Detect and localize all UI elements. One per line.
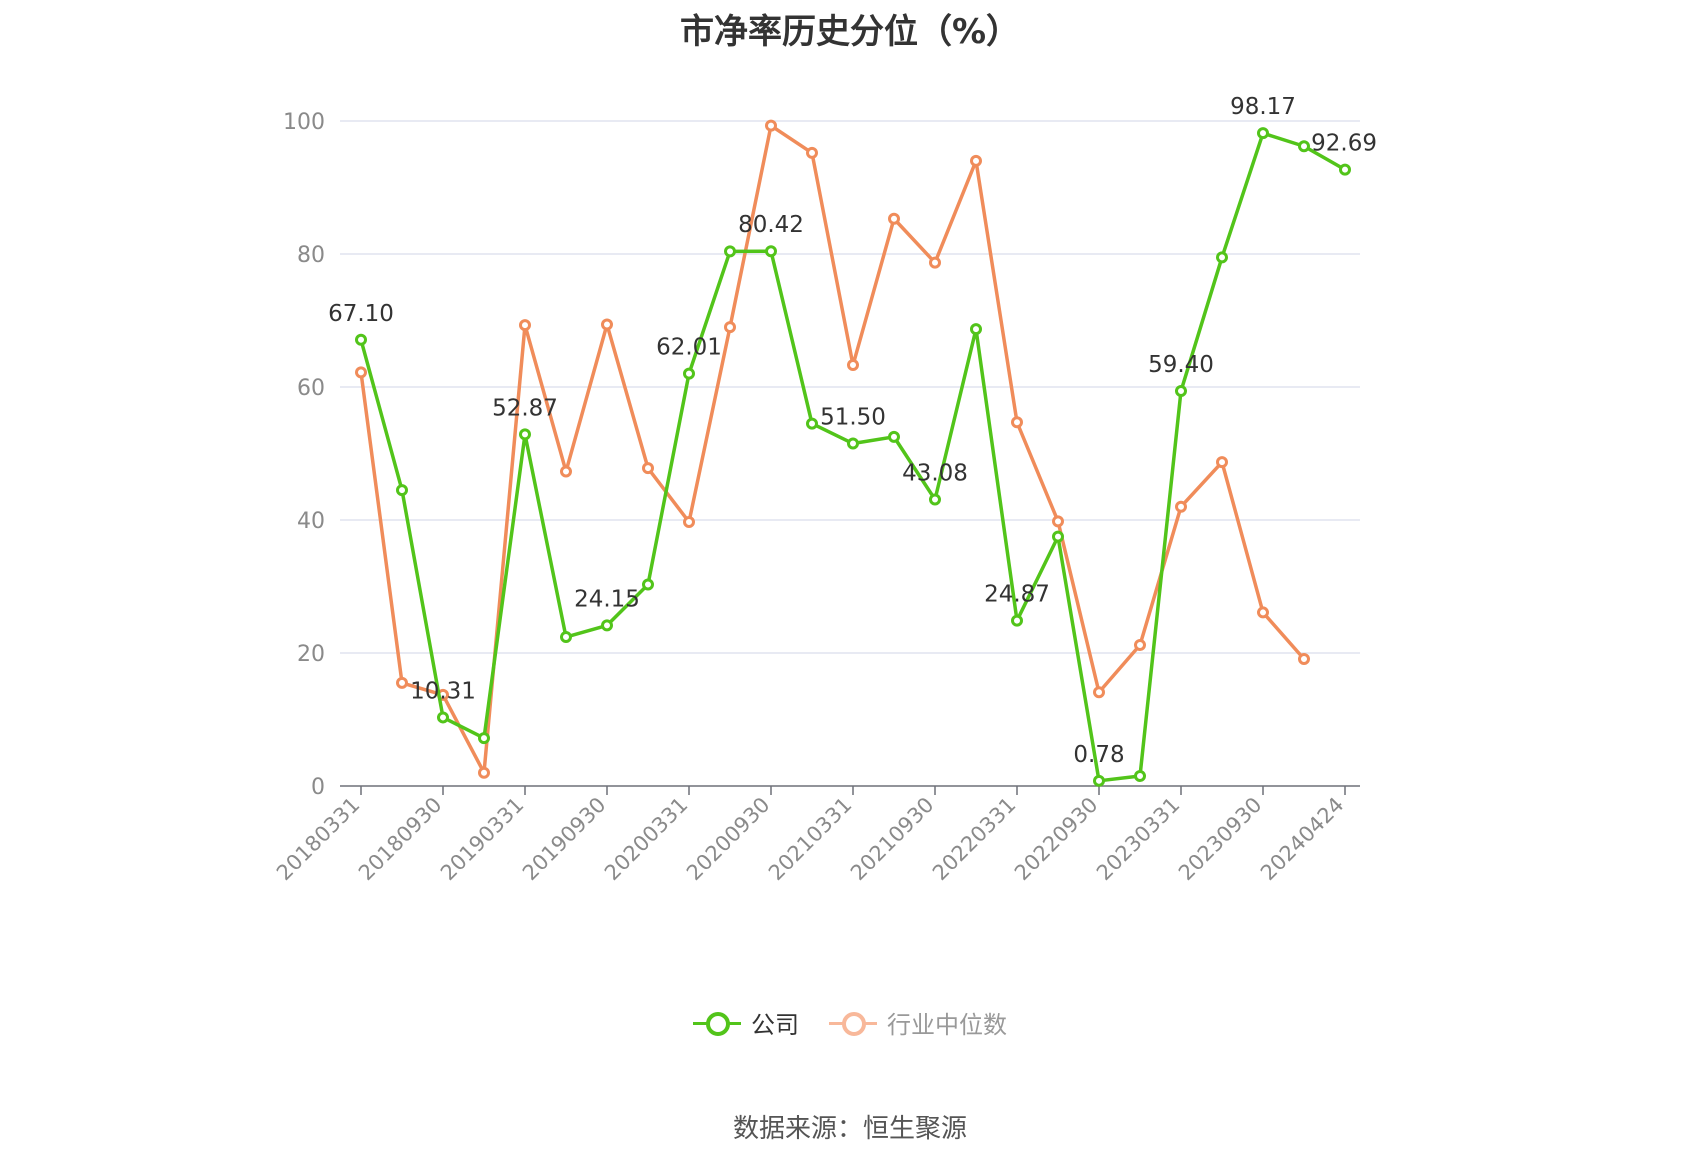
data-point-company-20200930 <box>765 245 777 258</box>
legend-item-industry[interactable]: 行业中位数 <box>829 1005 1007 1040</box>
x-tick-label-20190930: 20190930 <box>518 793 611 886</box>
series-line-company <box>359 131 1346 783</box>
y-tick-label-80: 80 <box>297 243 325 268</box>
data-point-company-20210630 <box>888 430 900 443</box>
data-point-company-20230930 <box>1257 127 1269 140</box>
x-tick-label-20200930: 20200930 <box>682 793 775 886</box>
legend-swatch-industry <box>829 1011 877 1036</box>
x-tick-label-20240424: 20240424 <box>1256 793 1349 886</box>
data-point-industry-20180630 <box>396 676 408 689</box>
data-point-industry-20200930 <box>765 119 777 132</box>
data-label-company-20240424: 92.69 <box>1311 131 1377 157</box>
data-point-industry-20230930 <box>1257 606 1269 619</box>
source-note: 数据来源：恒生聚源 <box>732 1114 967 1144</box>
data-point-company-20240424 <box>1339 163 1351 176</box>
data-point-industry-20190331 <box>519 319 531 332</box>
data-label-company-20230331: 59.40 <box>1148 352 1214 378</box>
legend-swatch-company <box>693 1011 741 1036</box>
data-point-industry-20210930 <box>929 256 941 269</box>
data-point-company-20230630 <box>1216 251 1228 264</box>
x-tick-label-20220331: 20220331 <box>928 793 1021 886</box>
series <box>355 119 1351 787</box>
data-label-company-20180331: 67.10 <box>328 301 394 327</box>
data-label-company-20220930: 0.78 <box>1073 742 1124 768</box>
series-line-industry <box>359 123 1306 775</box>
x-tick-label-20200331: 20200331 <box>600 793 693 886</box>
data-point-company-20190630 <box>560 631 572 644</box>
y-tick-label-100: 100 <box>283 110 325 135</box>
data-point-company-20200331 <box>683 367 695 380</box>
data-point-company-20190930 <box>601 619 613 632</box>
y-tick-label-20: 20 <box>297 642 325 667</box>
data-point-industry-20231231 <box>1298 652 1310 665</box>
data-point-company-20210930 <box>929 493 941 506</box>
data-point-company-20180630 <box>396 484 408 497</box>
grid-lines <box>340 120 1360 654</box>
legend: 公司 行业中位数 <box>0 1005 1700 1040</box>
data-point-industry-20210331 <box>847 359 859 372</box>
data-point-company-20201231 <box>806 417 818 430</box>
data-point-company-20221231 <box>1134 770 1146 783</box>
x-tick-label-20180331: 20180331 <box>272 793 365 886</box>
data-point-industry-20230630 <box>1216 456 1228 469</box>
legend-label-industry: 行业中位数 <box>887 1011 1007 1039</box>
data-point-company-20220930 <box>1093 774 1105 787</box>
x-tick-label-20210331: 20210331 <box>764 793 857 886</box>
data-label-company-20210331: 51.50 <box>820 405 886 431</box>
data-point-company-20180331 <box>355 333 367 346</box>
data-point-industry-20200331 <box>683 515 695 528</box>
data-point-company-20210331 <box>847 437 859 450</box>
data-point-industry-20190930 <box>601 318 613 331</box>
legend-item-company[interactable]: 公司 <box>693 1005 799 1040</box>
x-tick-label-20190331: 20190331 <box>436 793 529 886</box>
x-tick-label-20220930: 20220930 <box>1010 793 1103 886</box>
data-point-company-20211231 <box>970 323 982 336</box>
data-point-company-20190331 <box>519 428 531 441</box>
legend-label-company: 公司 <box>751 1011 799 1039</box>
data-label-company-20200331: 62.01 <box>656 335 722 361</box>
data-point-company-20181231 <box>478 732 490 745</box>
data-point-industry-20181231 <box>478 766 490 779</box>
data-labels: 67.10 10.31 52.87 24.15 62.01 80.42 51.50 43.08… <box>328 94 1377 768</box>
data-label-company-20180930: 10.31 <box>410 678 476 704</box>
data-label-company-20200930: 80.42 <box>738 212 804 238</box>
data-point-industry-20191231 <box>642 462 654 475</box>
data-point-industry-20211231 <box>970 154 982 167</box>
data-point-industry-20220630 <box>1052 515 1064 528</box>
data-point-company-20231231 <box>1298 140 1310 153</box>
data-point-company-20180930 <box>437 711 449 724</box>
data-label-company-20190930: 24.15 <box>574 586 640 612</box>
series-industry <box>355 119 1310 779</box>
data-point-industry-20220331 <box>1011 416 1023 429</box>
x-tick-label-20210930: 20210930 <box>846 793 939 886</box>
data-point-industry-20221231 <box>1134 639 1146 652</box>
y-tick-label-40: 40 <box>297 509 325 534</box>
data-point-industry-20210630 <box>888 212 900 225</box>
data-point-company-20220630 <box>1052 530 1064 543</box>
data-point-industry-20201231 <box>806 146 818 159</box>
data-point-company-20200630 <box>724 245 736 258</box>
line-chart: 0 20 40 60 80 100 2018033120180930201903312019… <box>272 94 1377 885</box>
data-label-company-20220331: 24.87 <box>984 582 1050 608</box>
x-tick-label-20180930: 20180930 <box>354 793 447 886</box>
axes: 0 20 40 60 80 100 2018033120180930201903312019… <box>272 110 1360 885</box>
y-tick-label-0: 0 <box>311 775 325 800</box>
data-point-industry-20230331 <box>1175 500 1187 513</box>
data-label-company-20230930: 98.17 <box>1230 94 1296 120</box>
data-point-company-20220331 <box>1011 614 1023 627</box>
chart-title: 市净率历史分位（%） <box>679 12 1021 52</box>
data-point-industry-20200630 <box>724 321 736 334</box>
x-tick-label-20230331: 20230331 <box>1092 793 1185 886</box>
data-point-industry-20190630 <box>560 465 572 478</box>
data-point-company-20191231 <box>642 578 654 591</box>
data-point-company-20230331 <box>1175 384 1187 397</box>
data-point-industry-20220930 <box>1093 686 1105 699</box>
y-tick-label-60: 60 <box>297 376 325 401</box>
series-company <box>355 127 1351 787</box>
data-label-company-20190331: 52.87 <box>492 395 558 421</box>
data-label-company-20210930: 43.08 <box>902 461 968 487</box>
data-point-industry-20180331 <box>355 366 367 379</box>
x-tick-label-20230930: 20230930 <box>1174 793 1267 886</box>
